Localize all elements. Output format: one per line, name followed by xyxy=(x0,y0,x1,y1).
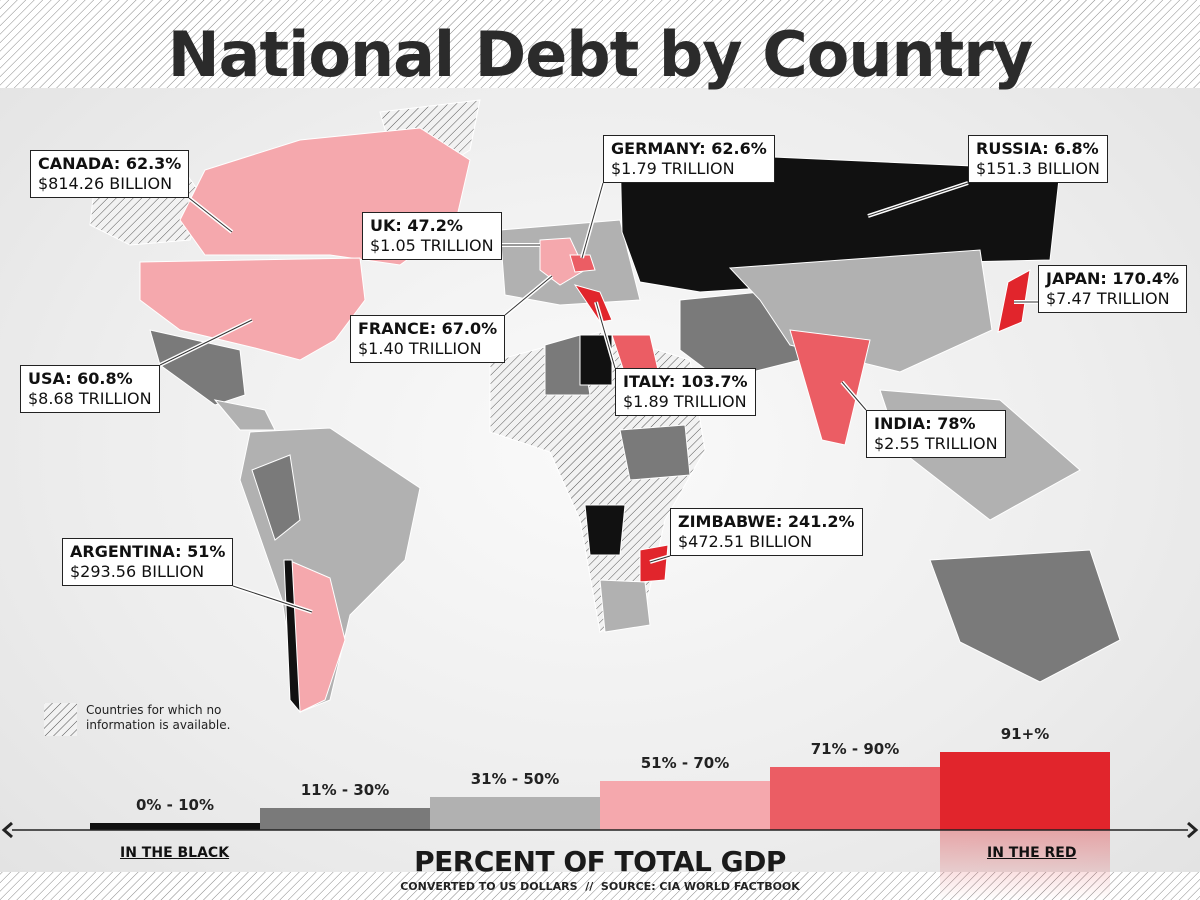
title: National Debt by Country xyxy=(167,18,1034,91)
land xyxy=(89,99,1121,714)
callout-amount: $7.47 TRILLION xyxy=(1046,289,1170,308)
pointer xyxy=(188,197,233,233)
callout-heading: UK: 47.2% xyxy=(370,216,463,235)
callout-heading: ARGENTINA: 51% xyxy=(70,542,226,561)
pointer xyxy=(867,182,969,217)
axis-arrow xyxy=(1187,821,1199,839)
pointer xyxy=(595,301,616,369)
callout-amount: $151.3 BILLION xyxy=(976,159,1100,178)
legend-bar xyxy=(260,808,430,830)
pointer xyxy=(232,585,313,613)
callout-heading: RUSSIA: 6.8% xyxy=(976,139,1099,158)
callout-heading: ITALY: 103.7% xyxy=(623,372,748,391)
callout-heading: CANADA: 62.3% xyxy=(38,154,182,173)
legend-bar xyxy=(770,767,940,830)
callout-amount: $1.40 TRILLION xyxy=(358,339,482,358)
callout-amount: $1.89 TRILLION xyxy=(623,392,747,411)
callout-heading: JAPAN: 170.4% xyxy=(1046,269,1179,288)
pointer xyxy=(159,319,253,366)
callout: INDIA: 78% $2.55 TRILLION xyxy=(866,410,1006,458)
callout-amount: $472.51 BILLION xyxy=(678,532,813,551)
legend-label: 91+% xyxy=(1000,725,1050,743)
axis-arrow xyxy=(1,821,13,839)
callout-amount: $8.68 TRILLION xyxy=(28,389,152,408)
pointer xyxy=(504,275,553,316)
callout-amount: $814.26 BILLION xyxy=(38,174,173,193)
callout: FRANCE: 67.0% $1.40 TRILLION xyxy=(350,315,506,363)
pointer xyxy=(581,182,604,259)
left-label: IN THE BLACK xyxy=(120,845,230,861)
callout-amount: $1.79 TRILLION xyxy=(611,159,735,178)
callout-amount: $2.55 TRILLION xyxy=(874,434,998,453)
legend-bar xyxy=(90,823,260,830)
callout: ZIMBABWE: 241.2% $472.51 BILLION xyxy=(670,508,863,556)
source: CONVERTED TO US DOLLARS // SOURCE: CIA W… xyxy=(400,880,800,893)
callout: USA: 60.8% $8.68 TRILLION xyxy=(20,365,160,413)
legend-bar xyxy=(430,797,600,830)
legend-fade xyxy=(940,830,1110,900)
legend-label: 31% - 50% xyxy=(470,770,560,788)
legend-label: 11% - 30% xyxy=(300,781,390,799)
callout-heading: ZIMBABWE: 241.2% xyxy=(678,512,855,531)
legend-label: 0% - 10% xyxy=(135,796,215,814)
callout-amount: $1.05 TRILLION xyxy=(370,236,494,255)
callout: ITALY: 103.7% $1.89 TRILLION xyxy=(615,368,756,416)
callout-heading: USA: 60.8% xyxy=(28,369,133,388)
legend-label: 51% - 70% xyxy=(640,754,730,772)
no-data-swatch xyxy=(44,703,77,736)
callout: UK: 47.2% $1.05 TRILLION xyxy=(362,212,502,260)
callout: CANADA: 62.3% $814.26 BILLION xyxy=(30,150,190,198)
legend xyxy=(1,752,1199,900)
callout: ARGENTINA: 51% $293.56 BILLION xyxy=(62,538,234,586)
callout: JAPAN: 170.4% $7.47 TRILLION xyxy=(1038,265,1187,313)
callout-heading: FRANCE: 67.0% xyxy=(358,319,498,338)
callout-amount: $293.56 BILLION xyxy=(70,562,205,581)
right-label: IN THE RED xyxy=(987,845,1077,861)
pointers xyxy=(159,181,1038,614)
legend-bar xyxy=(600,781,770,830)
legend-bar xyxy=(940,752,1110,830)
pointer xyxy=(841,381,867,411)
header-band xyxy=(0,0,1200,88)
legend-label: 71% - 90% xyxy=(810,740,900,758)
callout: GERMANY: 62.6% $1.79 TRILLION xyxy=(603,135,775,183)
callout: RUSSIA: 6.8% $151.3 BILLION xyxy=(968,135,1108,183)
pointer xyxy=(649,555,671,563)
axis-title: PERCENT OF TOTAL GDP xyxy=(414,845,786,878)
no-data-note: Countries for which no information is av… xyxy=(86,703,231,732)
callout-heading: INDIA: 78% xyxy=(874,414,976,433)
callout-heading: GERMANY: 62.6% xyxy=(611,139,767,158)
